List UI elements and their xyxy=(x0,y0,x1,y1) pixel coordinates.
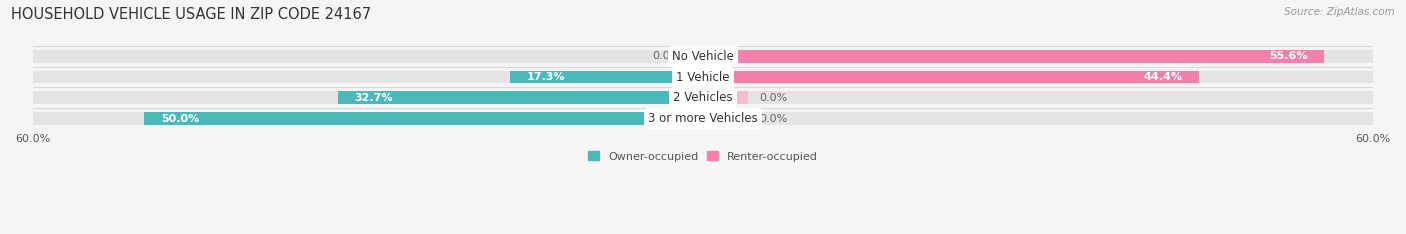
Bar xyxy=(32,71,703,84)
Text: 32.7%: 32.7% xyxy=(354,93,392,103)
Bar xyxy=(703,50,1374,63)
Text: 44.4%: 44.4% xyxy=(1143,72,1182,82)
Text: 2 Vehicles: 2 Vehicles xyxy=(673,91,733,104)
Bar xyxy=(510,71,703,84)
Bar xyxy=(703,71,1374,84)
Text: 50.0%: 50.0% xyxy=(162,114,200,124)
Bar xyxy=(703,91,1374,104)
Bar xyxy=(703,91,748,104)
Bar xyxy=(703,71,1199,84)
Bar xyxy=(703,112,748,125)
Text: 0.0%: 0.0% xyxy=(759,114,787,124)
Text: 1 Vehicle: 1 Vehicle xyxy=(676,70,730,84)
Text: 0.0%: 0.0% xyxy=(652,51,681,61)
Legend: Owner-occupied, Renter-occupied: Owner-occupied, Renter-occupied xyxy=(588,151,818,162)
Text: HOUSEHOLD VEHICLE USAGE IN ZIP CODE 24167: HOUSEHOLD VEHICLE USAGE IN ZIP CODE 2416… xyxy=(11,7,371,22)
Bar xyxy=(32,50,703,63)
Bar xyxy=(145,112,703,125)
Text: 55.6%: 55.6% xyxy=(1270,51,1308,61)
Bar xyxy=(703,50,1324,63)
Text: 0.0%: 0.0% xyxy=(759,93,787,103)
Text: 3 or more Vehicles: 3 or more Vehicles xyxy=(648,112,758,125)
Bar xyxy=(703,112,1374,125)
Text: Source: ZipAtlas.com: Source: ZipAtlas.com xyxy=(1284,7,1395,17)
Bar xyxy=(32,112,703,125)
Text: 17.3%: 17.3% xyxy=(526,72,565,82)
Text: No Vehicle: No Vehicle xyxy=(672,50,734,63)
Bar xyxy=(337,91,703,104)
Bar xyxy=(32,91,703,104)
